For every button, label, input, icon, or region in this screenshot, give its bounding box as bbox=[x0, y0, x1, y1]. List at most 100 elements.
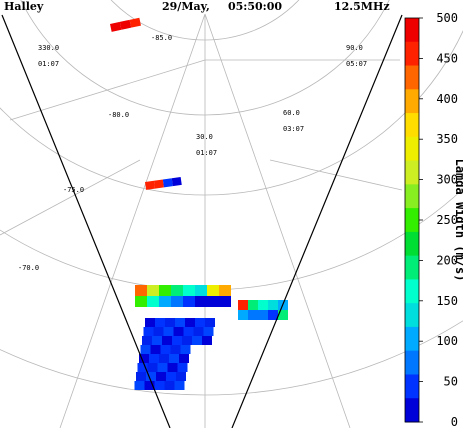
echo-cell bbox=[172, 336, 182, 345]
echo-cell bbox=[205, 318, 215, 327]
echo-cell bbox=[203, 327, 214, 336]
echo-cell bbox=[163, 327, 174, 336]
echo-cell bbox=[139, 354, 149, 363]
echo-cell bbox=[202, 336, 212, 345]
echo-cell bbox=[248, 300, 258, 310]
echo-patch bbox=[135, 285, 231, 307]
echo-cell bbox=[144, 381, 155, 390]
echo-cell bbox=[162, 336, 172, 345]
colorbar-tick-label: 50 bbox=[444, 375, 458, 389]
date-label: 29/May, bbox=[162, 0, 210, 13]
echo-cell bbox=[146, 372, 156, 381]
field-of-view-outline bbox=[1, 14, 403, 428]
echo-cell bbox=[182, 336, 192, 345]
colorbar-swatch bbox=[405, 326, 419, 352]
colorbar-swatch bbox=[405, 398, 419, 423]
colorbar-swatch bbox=[405, 41, 419, 67]
colorbar-tick-label: 500 bbox=[436, 11, 458, 25]
echo-cell bbox=[207, 296, 219, 307]
echo-cell bbox=[175, 318, 185, 327]
echo-cell bbox=[156, 372, 166, 381]
echo-cell bbox=[154, 381, 165, 390]
echo-cell bbox=[207, 285, 219, 296]
echo-cell bbox=[159, 296, 171, 307]
echo-cell bbox=[268, 310, 278, 320]
colorbar-swatch bbox=[405, 303, 419, 328]
echo-cell bbox=[166, 372, 176, 381]
colorbar-swatch bbox=[405, 208, 419, 233]
echo-cell bbox=[183, 285, 195, 296]
echo-cell bbox=[248, 310, 258, 320]
longitude-line bbox=[0, 159, 141, 236]
echo-cell bbox=[157, 363, 168, 372]
colorbar-tick-label: 250 bbox=[436, 213, 458, 227]
echo-cell bbox=[149, 354, 159, 363]
echo-cell bbox=[135, 285, 147, 296]
echo-cell bbox=[278, 310, 288, 320]
colorbar-swatch bbox=[405, 279, 419, 304]
colorbar-swatch bbox=[405, 374, 419, 399]
echo-cell bbox=[183, 296, 195, 307]
longitude-label: 60.0 bbox=[283, 109, 300, 117]
latitude-label: -85.0 bbox=[151, 34, 172, 42]
colorbar-swatch bbox=[405, 231, 419, 257]
longitude-label: 30.0 bbox=[196, 133, 213, 141]
local-time-label: 01:07 bbox=[38, 60, 59, 68]
echo-cell bbox=[268, 300, 278, 310]
echo-cell bbox=[137, 363, 148, 372]
echo-cell bbox=[153, 179, 164, 189]
echo-cell bbox=[180, 345, 191, 354]
colorbar-tick-label: 0 bbox=[451, 415, 458, 428]
latitude-label: -70.0 bbox=[18, 264, 39, 272]
echo-cell bbox=[165, 318, 175, 327]
longitude-line bbox=[204, 13, 351, 428]
local-time-label: 03:07 bbox=[283, 125, 304, 133]
echo-cell bbox=[185, 318, 195, 327]
echo-cell bbox=[129, 17, 142, 28]
echo-cell bbox=[140, 345, 151, 354]
echo-cell bbox=[135, 296, 147, 307]
fov-left-edge bbox=[1, 14, 171, 428]
colorbar-tick-label: 300 bbox=[436, 173, 458, 187]
echo-cell bbox=[153, 327, 164, 336]
echo-cell bbox=[183, 327, 194, 336]
echo-cell bbox=[258, 300, 268, 310]
echo-cell bbox=[238, 310, 248, 320]
longitude-label: 90.0 bbox=[346, 44, 363, 52]
echo-cell bbox=[219, 285, 231, 296]
echo-cell bbox=[159, 354, 169, 363]
colorbar-tick-label: 450 bbox=[436, 51, 458, 65]
echo-cell bbox=[192, 336, 202, 345]
colorbar-swatch bbox=[405, 255, 419, 280]
echo-cell bbox=[142, 336, 152, 345]
colorbar-swatch bbox=[405, 89, 419, 114]
colorbar-tick-label: 400 bbox=[436, 92, 458, 106]
echo-cell bbox=[258, 310, 268, 320]
echo-cell bbox=[162, 178, 173, 188]
colorbar-title: Lamda Width (m/s) bbox=[453, 159, 463, 282]
colorbar-tick-label: 150 bbox=[436, 294, 458, 308]
echo-cells bbox=[109, 17, 288, 390]
echo-cell bbox=[160, 345, 171, 354]
echo-cell bbox=[171, 285, 183, 296]
echo-cell bbox=[150, 345, 161, 354]
echo-cell bbox=[238, 300, 248, 310]
echo-cell bbox=[171, 176, 182, 187]
echo-cell bbox=[193, 327, 204, 336]
colorbar-swatch bbox=[405, 65, 419, 90]
echo-patch bbox=[109, 17, 142, 32]
echo-cell bbox=[109, 21, 122, 32]
echo-cell bbox=[145, 180, 156, 190]
echo-cell bbox=[136, 372, 146, 381]
fov-right-edge bbox=[231, 14, 403, 428]
echo-cell bbox=[145, 318, 155, 327]
echo-cell bbox=[195, 285, 207, 296]
longitude-label: 330.0 bbox=[38, 44, 59, 52]
latitude-label: -75.0 bbox=[63, 186, 84, 194]
echo-cell bbox=[170, 345, 181, 354]
time-label: 05:50:00 bbox=[228, 0, 283, 13]
colorbar-swatch bbox=[405, 113, 419, 138]
echo-cell bbox=[171, 296, 183, 307]
